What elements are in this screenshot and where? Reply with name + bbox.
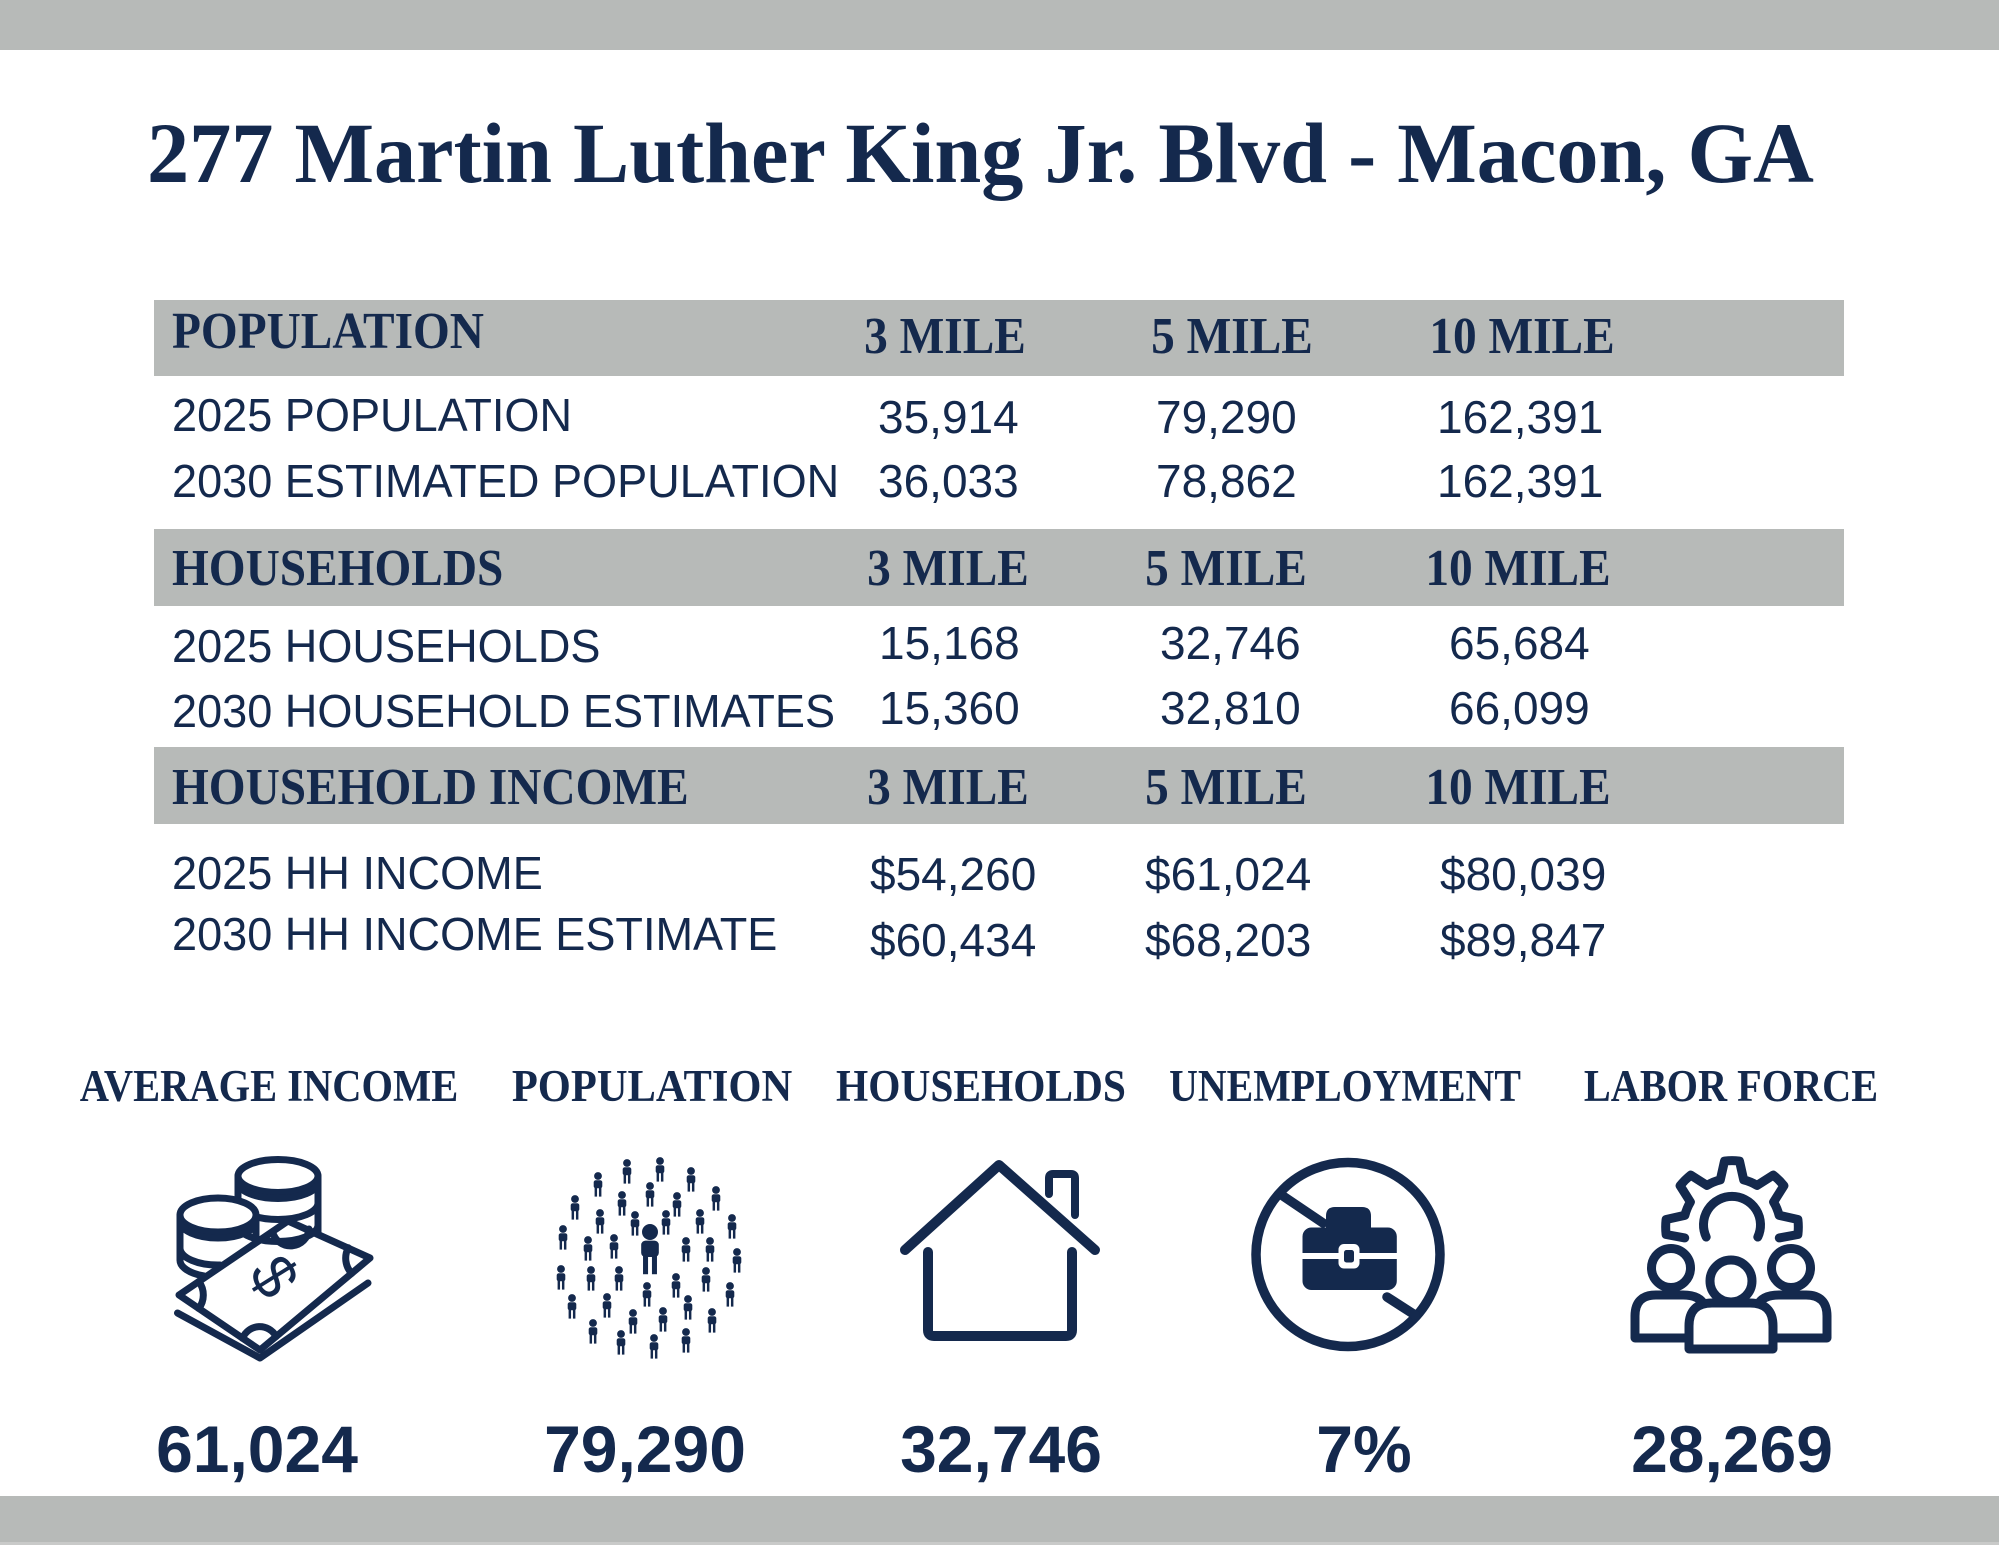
svg-text:$: $: [235, 1244, 312, 1310]
